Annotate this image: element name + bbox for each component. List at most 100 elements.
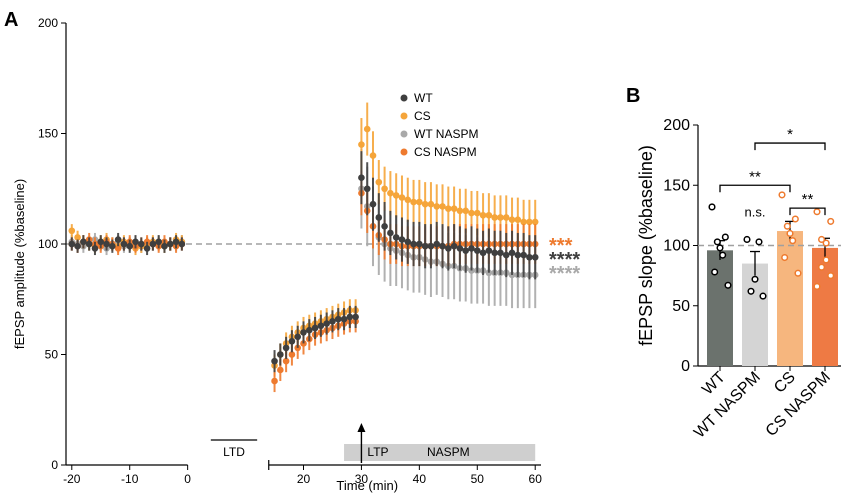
data-point [288,351,296,358]
data-point [68,240,76,248]
legend-marker [400,94,408,102]
individual-point [713,238,721,246]
significance-stars: **** [549,263,580,285]
ltp-label: LTP [367,445,388,459]
legend-label: WT NASPM [414,127,478,141]
x-tick-label: 30 [355,472,369,486]
legend-label: WT [414,91,433,105]
data-point [166,240,174,248]
y-tick-label: 100 [38,237,58,251]
data-point [479,249,487,257]
data-point [462,207,469,215]
x-tick-label: -20 [63,472,81,486]
data-point [526,218,533,226]
data-point [456,207,464,215]
legend-label: CS [414,109,431,123]
individual-point [794,269,802,277]
data-point [74,242,81,250]
data-point [392,234,400,241]
data-point [531,253,539,261]
panel-a-y-axis-title: fEPSP amplitude (%baseline) [12,179,27,349]
x-tick-label: -10 [121,472,139,486]
data-point [381,185,388,193]
data-point [514,251,522,259]
x-tick-label: 60 [529,472,543,486]
data-point [410,198,417,206]
individual-point [716,244,724,252]
data-point [85,240,93,248]
data-point [445,245,452,252]
individual-point [786,229,794,237]
x-tick-label: 20 [297,472,311,486]
series-cs-naspm [68,171,539,393]
data-point [178,240,186,248]
data-point [375,214,383,221]
category-label: CS [771,369,799,397]
individual-point [719,251,727,259]
data-point [387,189,394,197]
data-point [143,245,151,252]
data-point [323,320,330,327]
data-point [340,315,348,323]
data-point [450,242,458,250]
data-point [514,216,522,223]
x-tick-label: 0 [184,472,191,486]
ltp-arrow-head [357,423,366,432]
data-point [427,242,435,250]
data-point [305,326,313,334]
data-point [485,211,493,219]
series-wt [68,151,539,373]
data-point [526,253,533,261]
data-point [497,214,504,221]
individual-point [813,208,821,216]
significance-bracket [754,142,826,151]
data-point [445,205,452,212]
panel-a-period-bars: LTD LTP NASPM [210,423,536,463]
individual-point [827,272,835,280]
individual-point [759,292,767,300]
data-point [120,240,128,248]
panel-a-series [68,102,539,393]
individual-point [789,237,797,245]
individual-point [822,256,830,264]
data-point [172,238,180,246]
panel-a-x-axis-title: Time (min) [336,478,398,493]
data-point [149,240,157,248]
data-point [352,313,359,321]
data-point [473,209,481,217]
data-point [485,269,493,277]
y-tick-label: 150 [38,127,58,141]
panel-a-significance: *********** [549,235,580,285]
data-point [80,238,87,246]
data-point [398,236,406,243]
data-point [68,227,76,235]
individual-point [781,253,789,262]
data-point [387,229,394,237]
panel-b-letter: B [626,85,640,107]
panel-a-letter: A [4,9,18,31]
b-y-tick-label: 50 [672,298,690,315]
data-point [329,318,336,325]
individual-point [747,287,755,295]
data-point [114,245,122,252]
data-point [508,249,516,257]
individual-point [778,191,786,199]
naspm-label: NASPM [427,445,470,459]
y-tick-label: 200 [38,16,58,30]
data-point [468,267,475,274]
data-point [485,247,493,254]
series-wt-naspm [68,148,539,309]
data-point [491,214,498,221]
individual-point [755,238,763,246]
data-point [421,242,429,250]
b-y-tick-label: 0 [681,358,690,375]
data-point [427,200,435,208]
data-point [277,366,284,374]
data-point [346,313,354,321]
individual-point [751,275,759,283]
data-point [363,185,371,193]
data-point [161,242,168,250]
data-point [363,125,371,133]
